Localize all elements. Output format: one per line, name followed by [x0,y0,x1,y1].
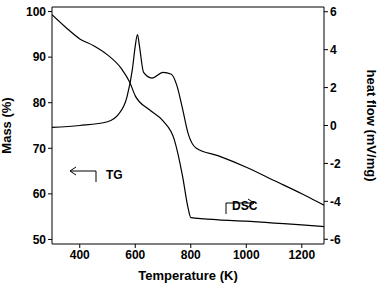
svg-text:80: 80 [33,96,47,110]
svg-text:0: 0 [330,119,337,133]
svg-text:-6: -6 [330,233,341,247]
svg-text:60: 60 [33,187,47,201]
svg-text:heat flow (mV/mg): heat flow (mV/mg) [364,70,372,182]
svg-text:800: 800 [181,248,201,262]
svg-text:DSC: DSC [232,199,258,213]
svg-text:1200: 1200 [288,248,315,262]
svg-text:2: 2 [330,81,337,95]
svg-text:600: 600 [125,248,145,262]
svg-text:Temperature (K): Temperature (K) [138,268,237,283]
svg-text:90: 90 [33,50,47,64]
svg-text:50: 50 [33,233,47,247]
svg-text:TG: TG [106,168,123,182]
svg-text:400: 400 [70,248,90,262]
svg-text:Mass (%): Mass (%) [8,97,14,153]
svg-text:6: 6 [330,5,337,19]
svg-text:-2: -2 [330,157,341,171]
svg-text:100: 100 [26,5,46,19]
svg-text:1000: 1000 [233,248,260,262]
svg-text:4: 4 [330,43,337,57]
svg-text:70: 70 [33,142,47,156]
svg-text:-4: -4 [330,195,341,209]
